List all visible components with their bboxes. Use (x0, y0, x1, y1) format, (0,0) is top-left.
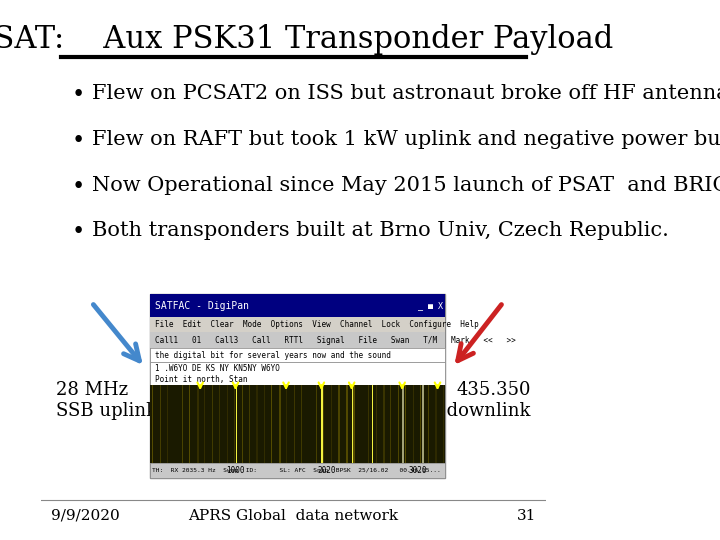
Text: 2020: 2020 (318, 466, 336, 475)
FancyBboxPatch shape (150, 317, 445, 332)
Text: TH:  RX 2035.3 Hz  Swap  ID:      SL: AFC  Snap  BPSK  25/16.02   00.46.15...: TH: RX 2035.3 Hz Swap ID: SL: AFC Snap B… (152, 468, 441, 473)
FancyBboxPatch shape (150, 362, 445, 385)
FancyBboxPatch shape (150, 332, 445, 348)
Text: 3020: 3020 (408, 466, 426, 475)
FancyBboxPatch shape (279, 385, 281, 463)
FancyBboxPatch shape (152, 385, 153, 463)
FancyBboxPatch shape (316, 385, 317, 463)
FancyBboxPatch shape (413, 385, 415, 463)
FancyBboxPatch shape (219, 385, 220, 463)
FancyBboxPatch shape (256, 385, 258, 463)
FancyBboxPatch shape (383, 385, 384, 463)
FancyBboxPatch shape (264, 385, 265, 463)
FancyBboxPatch shape (443, 385, 444, 463)
FancyBboxPatch shape (204, 385, 205, 463)
Text: _ ■ X: _ ■ X (418, 301, 443, 310)
FancyBboxPatch shape (323, 385, 325, 463)
FancyBboxPatch shape (197, 385, 199, 463)
Text: 435.350
FM downlink: 435.350 FM downlink (410, 381, 531, 420)
FancyBboxPatch shape (331, 385, 332, 463)
Text: APRS Global  data network: APRS Global data network (189, 509, 399, 523)
Text: 28 MHz
SSB uplinks: 28 MHz SSB uplinks (56, 381, 166, 420)
FancyBboxPatch shape (423, 385, 424, 463)
Text: Call1   01   Call3   Call   RTTl   Signal   File   Swan   T/M   Mark   <<   >>: Call1 01 Call3 Call RTTl Signal File Swa… (155, 336, 516, 345)
FancyBboxPatch shape (150, 294, 445, 317)
FancyBboxPatch shape (351, 385, 354, 463)
FancyBboxPatch shape (402, 385, 404, 463)
FancyBboxPatch shape (160, 385, 161, 463)
FancyBboxPatch shape (150, 463, 445, 478)
FancyBboxPatch shape (346, 385, 348, 463)
FancyBboxPatch shape (241, 385, 243, 463)
FancyBboxPatch shape (182, 385, 184, 463)
FancyBboxPatch shape (376, 385, 377, 463)
Text: Now Operational since May 2015 launch of PSAT  and BRICsat: Now Operational since May 2015 launch of… (91, 176, 720, 194)
FancyBboxPatch shape (150, 385, 445, 463)
FancyBboxPatch shape (235, 385, 237, 463)
Text: Flew on RAFT but took 1 kW uplink and negative power budget: Flew on RAFT but took 1 kW uplink and ne… (91, 130, 720, 148)
FancyBboxPatch shape (372, 385, 374, 463)
FancyBboxPatch shape (321, 385, 323, 463)
Text: Flew on PCSAT2 on ISS but astronaut broke off HF antenna: Flew on PCSAT2 on ISS but astronaut brok… (91, 84, 720, 103)
Text: 1 .W6YO DE KS NY KN5NY W6YO: 1 .W6YO DE KS NY KN5NY W6YO (155, 364, 279, 373)
Text: 1000: 1000 (226, 466, 245, 475)
FancyBboxPatch shape (338, 385, 341, 463)
Text: •: • (71, 221, 85, 244)
FancyBboxPatch shape (227, 385, 228, 463)
FancyBboxPatch shape (390, 385, 392, 463)
FancyBboxPatch shape (435, 385, 437, 463)
FancyBboxPatch shape (150, 294, 445, 478)
FancyBboxPatch shape (294, 385, 295, 463)
FancyBboxPatch shape (167, 385, 168, 463)
Text: File  Edit  Clear  Mode  Options  View  Channel  Lock  Configure  Help: File Edit Clear Mode Options View Channe… (155, 320, 479, 329)
Text: PSAT:    Aux PSK31 Transponder Payload: PSAT: Aux PSK31 Transponder Payload (0, 24, 613, 55)
Text: Point it north, Stan: Point it north, Stan (155, 375, 247, 383)
Text: the digital bit for several years now and the sound: the digital bit for several years now an… (155, 351, 391, 360)
Text: 31: 31 (517, 509, 536, 523)
Text: •: • (71, 130, 85, 152)
Text: SATFAC - DigiPan: SATFAC - DigiPan (155, 301, 248, 310)
Text: Both transponders built at Brno Univ, Czech Republic.: Both transponders built at Brno Univ, Cz… (91, 221, 668, 240)
Text: •: • (71, 84, 85, 106)
FancyBboxPatch shape (234, 385, 235, 463)
FancyBboxPatch shape (150, 348, 445, 362)
FancyBboxPatch shape (354, 385, 355, 463)
Text: 9/9/2020: 9/9/2020 (51, 509, 120, 523)
Text: •: • (71, 176, 85, 198)
FancyBboxPatch shape (249, 385, 250, 463)
FancyBboxPatch shape (428, 385, 429, 463)
